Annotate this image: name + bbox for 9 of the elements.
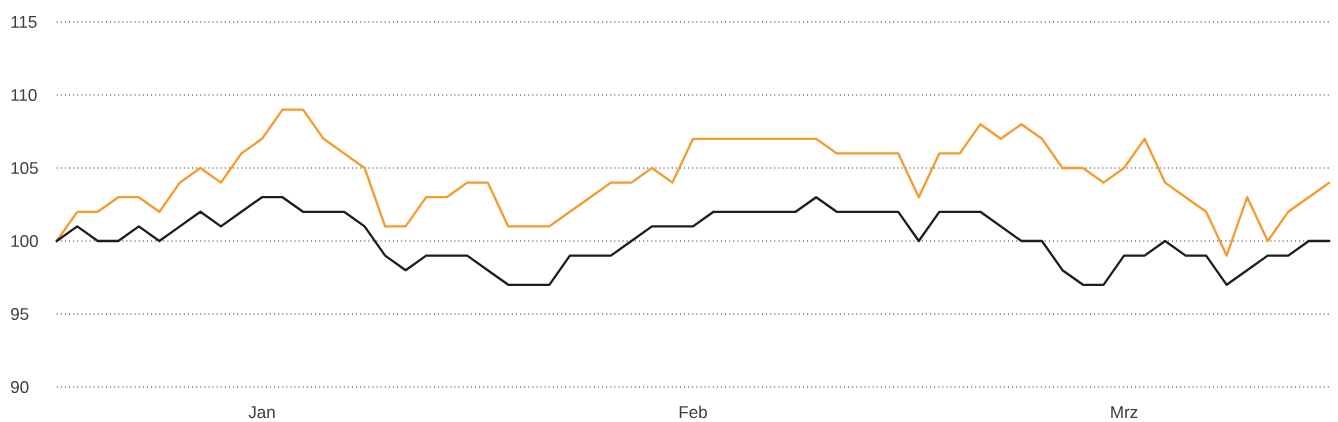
y-tick-label: 110 bbox=[11, 88, 37, 102]
x-tick-label: Mrz bbox=[1111, 406, 1138, 418]
y-tick-label: 100 bbox=[11, 234, 38, 248]
x-tick-label: Feb bbox=[679, 405, 707, 419]
y-tick-label: 95 bbox=[11, 307, 29, 321]
y-tick-label: 115 bbox=[11, 16, 37, 28]
y-tick-label: 105 bbox=[11, 161, 38, 175]
y-tick-label: 90 bbox=[11, 380, 29, 394]
x-tick-label: Jan bbox=[248, 406, 275, 419]
